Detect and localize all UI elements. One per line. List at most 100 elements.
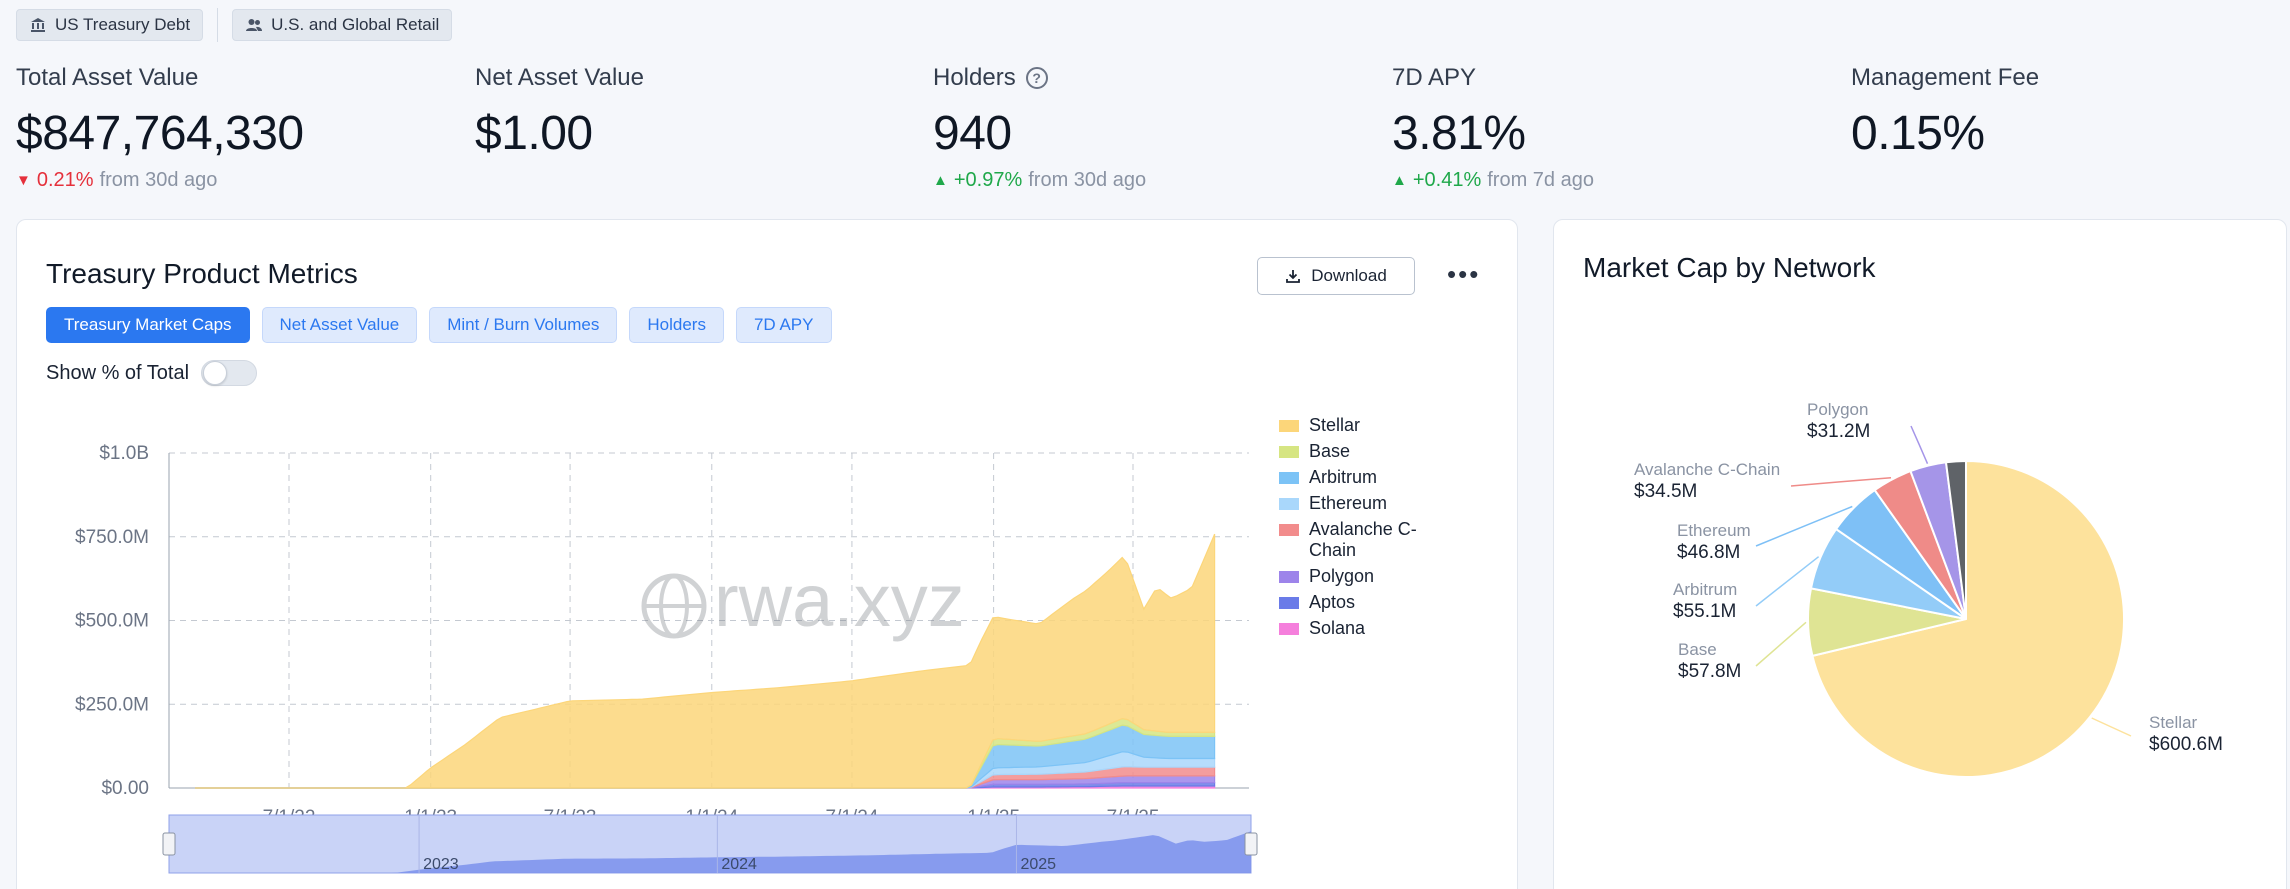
stat-change: 0.21% — [36, 169, 94, 191]
stat-change: +0.97% — [953, 169, 1023, 191]
pie-leader-line — [1790, 476, 1892, 487]
stat-change-row: ▼ 0.21% from 30d ago — [16, 169, 304, 192]
legend-swatch — [1279, 472, 1299, 484]
watermark-text: rwa.xyz — [714, 559, 965, 642]
legend-swatch — [1279, 446, 1299, 458]
stat-label: Holders — [933, 64, 1016, 91]
bank-icon — [31, 18, 45, 32]
pie-leader-line — [1755, 621, 1807, 667]
stat-value: 0.15% — [1851, 107, 1985, 160]
stat-7d-apy: 7D APY 3.81% ▲ +0.41% from 7d ago — [1392, 64, 1594, 192]
tag-label: US Treasury Debt — [55, 15, 191, 34]
legend-label: Aptos — [1309, 592, 1356, 612]
card-title: Market Cap by Network — [1583, 252, 1876, 283]
legend-swatch — [1279, 524, 1299, 536]
stat-management-fee: Management Fee 0.15% — [1851, 64, 2039, 161]
tag-divider — [217, 8, 219, 42]
triangle-up-icon: ▲ — [933, 172, 948, 189]
triangle-up-icon: ▲ — [1392, 172, 1407, 189]
download-icon — [1286, 270, 1301, 283]
tab-holders[interactable]: Holders — [629, 307, 724, 343]
legend-swatch — [1279, 498, 1299, 510]
stat-value: 3.81% — [1392, 107, 1526, 160]
pie-value-label: $46.8M — [1677, 542, 1740, 563]
toggle-label: Show % of Total — [46, 361, 190, 384]
stats-row: Total Asset Value $847,764,330 ▼ 0.21% f… — [16, 64, 2286, 204]
rwa-watermark: rwa.xyz — [641, 559, 965, 642]
tag-us-treasury-debt[interactable]: US Treasury Debt — [16, 9, 204, 41]
triangle-down-icon: ▼ — [16, 172, 31, 189]
download-button[interactable]: Download — [1257, 257, 1415, 295]
treasury-metrics-card: Treasury Product Metrics Download ••• Tr… — [16, 219, 1518, 889]
pie-category-label: Avalanche C-Chain — [1634, 460, 1780, 479]
legend-label: Avalanche C-Chain — [1309, 519, 1417, 560]
legend-item-base[interactable]: Base — [1279, 441, 1429, 462]
legend-swatch — [1279, 571, 1299, 583]
tab-net-asset-value[interactable]: Net Asset Value — [261, 307, 418, 343]
legend-item-arbitrum[interactable]: Arbitrum — [1279, 467, 1429, 488]
stat-period: from 30d ago — [99, 169, 218, 191]
stat-label: Net Asset Value — [475, 64, 644, 91]
stat-total-asset-value: Total Asset Value $847,764,330 ▼ 0.21% f… — [16, 64, 304, 192]
legend-item-stellar[interactable]: Stellar — [1279, 415, 1429, 436]
legend-label: Ethereum — [1309, 493, 1388, 513]
legend-item-polygon[interactable]: Polygon — [1279, 566, 1429, 587]
pie-value-label: $55.1M — [1673, 601, 1736, 622]
legend-item-solana[interactable]: Solana — [1279, 618, 1429, 639]
pie-value-label: $600.6M — [2149, 734, 2223, 755]
tab-7d-apy[interactable]: 7D APY — [735, 307, 832, 343]
area-series-stellar[interactable] — [195, 533, 1216, 789]
legend-item-aptos[interactable]: Aptos — [1279, 592, 1429, 613]
stat-period: from 7d ago — [1487, 169, 1594, 191]
more-horizontal-icon[interactable]: ••• — [1447, 259, 1481, 289]
pie-leader-line — [1755, 556, 1820, 607]
market-cap-area-chart: $0.00$250.0M$500.0M$750.0M$1.0B7/1/221/1… — [75, 443, 1258, 874]
pie-slice-stellar[interactable] — [1811, 459, 2126, 778]
stat-label: Total Asset Value — [16, 64, 199, 91]
chart-legend: Stellar Base Arbitrum Ethereum Avalanche C-C… — [1279, 415, 1429, 644]
tag-retail[interactable]: U.S. and Global Retail — [232, 9, 453, 41]
stat-change-row: ▲ +0.97% from 30d ago — [933, 169, 1146, 192]
pie-leader-line — [1755, 505, 1853, 547]
legend-swatch — [1279, 597, 1299, 609]
tab-treasury-market-caps[interactable]: Treasury Market Caps — [46, 307, 250, 343]
pie-category-label: Polygon — [1807, 400, 1868, 419]
navigator-handle-left[interactable] — [162, 832, 176, 856]
range-navigator[interactable]: 2023 2024 2025 — [162, 814, 1258, 874]
legend-swatch — [1279, 623, 1299, 635]
stat-label: Management Fee — [1851, 64, 2040, 91]
navigator-area — [169, 831, 1251, 873]
legend-label: Arbitrum — [1309, 467, 1378, 487]
pie-value-label: $31.2M — [1807, 421, 1870, 442]
y-tick-label: $750.0M — [75, 527, 149, 548]
legend-item-avalanche-c-chain[interactable]: Avalanche C-Chain — [1279, 519, 1429, 561]
stat-value: $847,764,330 — [16, 107, 304, 160]
pie-value-label: $57.8M — [1678, 661, 1741, 682]
metric-tabs: Treasury Market Caps Net Asset Value Min… — [46, 307, 832, 343]
legend-label: Polygon — [1309, 566, 1375, 586]
percent-of-total-toggle[interactable] — [201, 360, 258, 386]
download-label: Download — [1311, 266, 1387, 285]
pie-leader-line — [2091, 717, 2132, 737]
pie-value-label: $34.5M — [1634, 481, 1697, 502]
question-circle-icon[interactable]: ? — [1025, 67, 1048, 89]
network-market-cap-card: Market Cap by Network Stellar $600.6M Base… — [1553, 219, 2287, 889]
navigator-handle-right[interactable] — [1244, 832, 1258, 856]
stat-label: 7D APY — [1392, 64, 1477, 91]
stat-holders: Holders ? 940 ▲ +0.97% from 30d ago — [933, 64, 1146, 192]
legend-swatch — [1279, 420, 1299, 432]
legend-item-ethereum[interactable]: Ethereum — [1279, 493, 1429, 514]
stat-label-row: Holders ? — [933, 64, 1146, 92]
navigator-year-label: 2025 — [1020, 856, 1056, 873]
legend-label: Stellar — [1309, 415, 1361, 435]
toggle-knob — [203, 361, 228, 385]
tag-bar: US Treasury Debt U.S. and Global Retail — [16, 8, 453, 42]
pie-slice-other[interactable] — [1944, 459, 1967, 620]
users-icon — [246, 19, 263, 31]
pie-category-label: Stellar — [2149, 713, 2198, 732]
pie-leader-line — [1910, 425, 1929, 464]
network-pie-chart: Stellar $600.6M Base $57.8M Arbitrum $55.1M Et… — [1634, 400, 2223, 778]
tab-mint-burn-volumes[interactable]: Mint / Burn Volumes — [429, 307, 618, 343]
stat-period: from 30d ago — [1028, 169, 1147, 191]
stat-change-row: ▲ +0.41% from 7d ago — [1392, 169, 1594, 192]
